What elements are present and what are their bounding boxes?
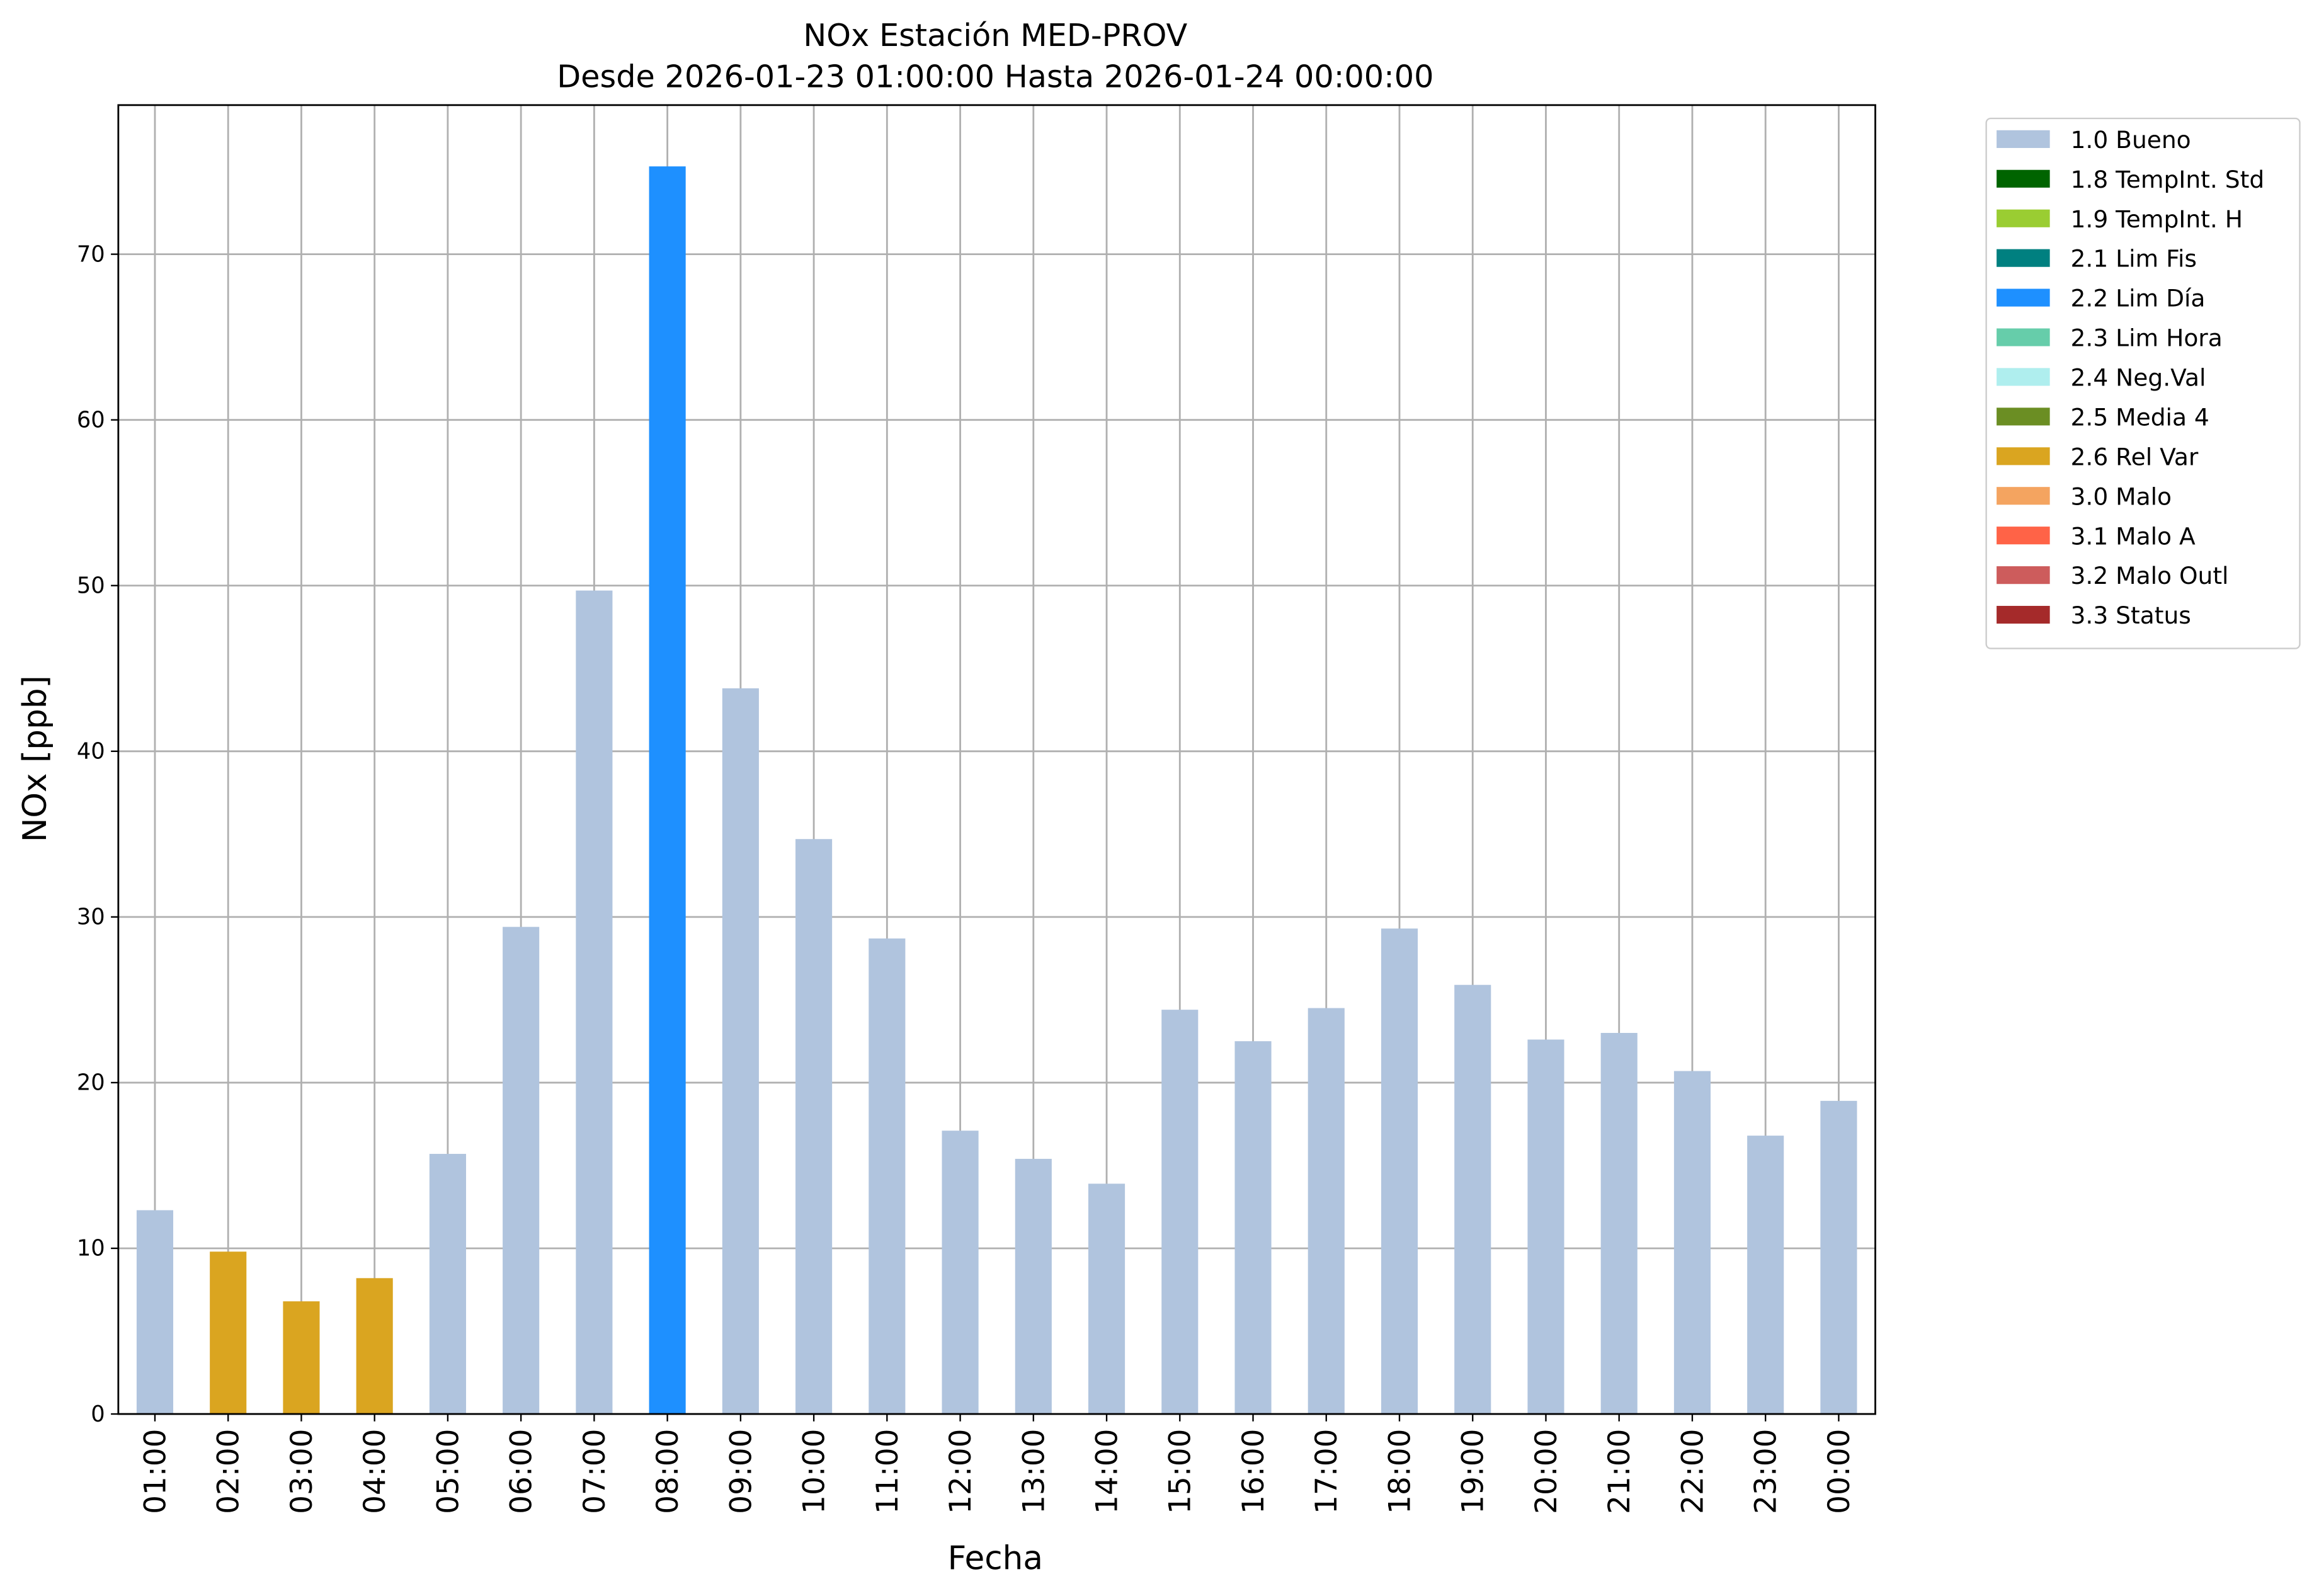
bar [1820, 1100, 1857, 1415]
bar [356, 1278, 393, 1415]
bar [283, 1301, 320, 1415]
x-tick-label: 19:00 [1456, 1429, 1491, 1514]
bar [869, 938, 906, 1415]
bar [136, 1210, 174, 1415]
x-tick-label: 09:00 [724, 1429, 758, 1514]
legend-swatch [1997, 527, 2050, 545]
bar [1088, 1183, 1125, 1415]
legend-label: 3.1 Malo A [2071, 522, 2196, 550]
x-tick-label: 08:00 [651, 1429, 685, 1514]
x-tick-label: 22:00 [1675, 1429, 1710, 1514]
bar [1308, 1008, 1345, 1415]
bar [649, 166, 686, 1415]
bar [1600, 1032, 1638, 1415]
bar [795, 839, 833, 1415]
bar [1747, 1136, 1784, 1415]
x-tick-label: 23:00 [1749, 1429, 1784, 1514]
legend-swatch [1997, 288, 2050, 307]
x-tick-label: 06:00 [504, 1429, 539, 1514]
x-tick-label: 05:00 [431, 1429, 465, 1514]
bar [1234, 1041, 1272, 1415]
legend-box [1985, 117, 2301, 649]
y-axis-label: NOx [ppb] [16, 675, 54, 842]
legend-label: 2.5 Media 4 [2071, 403, 2209, 431]
x-tick-label: 02:00 [212, 1429, 246, 1514]
plot-frame [117, 104, 1876, 1415]
bar [1673, 1071, 1711, 1415]
y-tick-label: 10 [77, 1236, 105, 1262]
x-tick-label: 21:00 [1602, 1429, 1637, 1514]
legend-swatch [1997, 487, 2050, 505]
legend-swatch [1997, 130, 2050, 148]
legend-swatch [1997, 566, 2050, 584]
x-tick-label: 13:00 [1017, 1429, 1051, 1514]
y-tick-label: 20 [77, 1070, 105, 1096]
x-tick-label: 20:00 [1529, 1429, 1564, 1514]
chart-title: NOx Estación MED-PROV [803, 17, 1187, 54]
legend-label: 1.0 Bueno [2071, 126, 2191, 154]
bar [210, 1251, 247, 1415]
x-tick-label: 17:00 [1309, 1429, 1344, 1514]
y-tick-label: 30 [77, 904, 105, 930]
bar [1527, 1039, 1564, 1415]
legend-swatch [1997, 447, 2050, 465]
legend-label: 3.2 Malo Outl [2071, 562, 2229, 590]
bar [429, 1154, 466, 1415]
legend-swatch [1997, 368, 2050, 386]
legend-swatch [1997, 328, 2050, 346]
bar [722, 688, 759, 1415]
legend-label: 1.8 TempInt. Std [2071, 166, 2265, 193]
legend-label: 2.6 Rel Var [2071, 443, 2199, 470]
x-tick-label: 14:00 [1090, 1429, 1124, 1514]
x-tick-label: 12:00 [943, 1429, 978, 1514]
chart-subtitle: Desde 2026-01-23 01:00:00 Hasta 2026-01-… [557, 59, 1433, 95]
legend-label: 2.3 Lim Hora [2071, 324, 2223, 352]
bar [1015, 1158, 1052, 1415]
legend-swatch [1997, 249, 2050, 267]
bar [942, 1131, 979, 1415]
y-tick-label: 60 [77, 407, 105, 433]
legend-label: 1.9 TempInt. H [2071, 205, 2243, 233]
x-tick-label: 16:00 [1236, 1429, 1271, 1514]
legend-label: 2.1 Lim Fis [2071, 245, 2197, 273]
y-tick-label: 0 [91, 1401, 105, 1427]
bar [576, 590, 613, 1415]
x-tick-label: 07:00 [578, 1429, 612, 1514]
x-axis-label: Fecha [948, 1540, 1043, 1578]
x-tick-label: 01:00 [138, 1429, 173, 1514]
bar [1381, 928, 1418, 1415]
legend-swatch [1997, 605, 2050, 624]
x-tick-label: 00:00 [1822, 1429, 1857, 1514]
x-tick-label: 04:00 [358, 1429, 392, 1514]
x-tick-label: 15:00 [1163, 1429, 1198, 1514]
y-tick-label: 40 [77, 739, 105, 765]
legend-swatch [1997, 408, 2050, 426]
legend-label: 2.4 Neg.Val [2071, 364, 2206, 392]
legend-swatch [1997, 169, 2050, 188]
x-tick-label: 03:00 [285, 1429, 319, 1514]
y-tick-label: 50 [77, 573, 105, 598]
legend-label: 3.0 Malo [2071, 482, 2172, 510]
x-tick-label: 10:00 [797, 1429, 832, 1514]
x-tick-label: 18:00 [1382, 1429, 1417, 1514]
legend-label: 3.3 Status [2071, 601, 2191, 629]
x-tick-label: 11:00 [870, 1429, 905, 1514]
legend-label: 2.2 Lim Día [2071, 285, 2206, 312]
bar [1161, 1010, 1199, 1415]
bar [503, 926, 540, 1415]
legend-swatch [1997, 209, 2050, 227]
y-tick-label: 70 [77, 241, 105, 267]
bar [1454, 984, 1491, 1415]
